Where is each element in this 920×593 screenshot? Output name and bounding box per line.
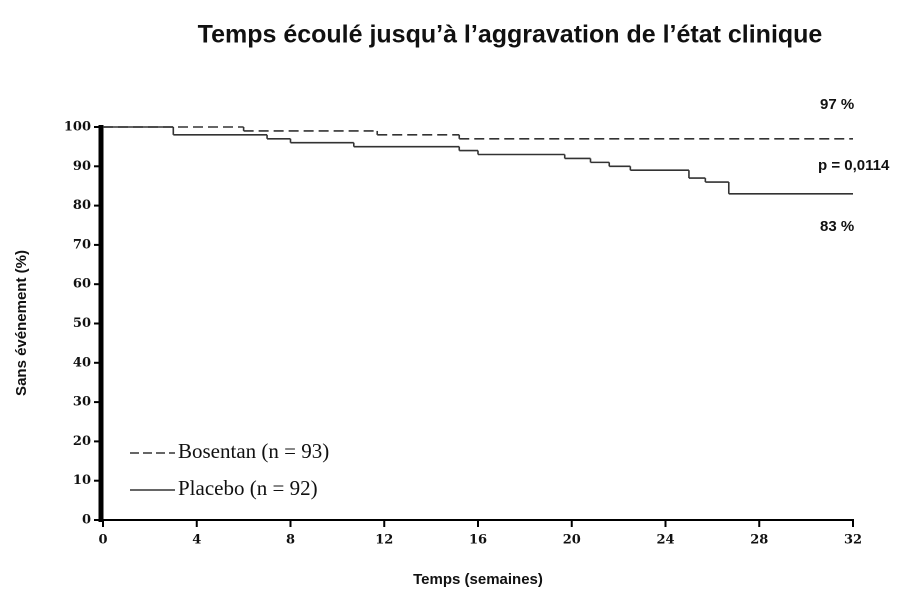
x-tick-label: 32: [844, 533, 862, 548]
x-tick-label: 12: [375, 533, 393, 548]
x-tick-label: 4: [192, 533, 201, 548]
annotation: p = 0,0114: [818, 157, 890, 174]
y-tick-label: 90: [73, 159, 91, 174]
x-tick-label: 24: [656, 533, 674, 548]
legend-label: Placebo (n = 92): [178, 476, 318, 500]
x-tick-label: 8: [286, 533, 295, 548]
x-tick-label: 0: [98, 533, 107, 548]
annotation: 97 %: [820, 96, 854, 113]
y-tick-label: 60: [73, 277, 91, 292]
y-tick-label: 40: [73, 355, 91, 370]
y-tick-label: 70: [73, 237, 91, 252]
y-tick-label: 50: [73, 316, 91, 331]
y-tick-label: 10: [73, 473, 91, 488]
chart-title: Temps écoulé jusqu’à l’aggravation de l’…: [198, 21, 823, 49]
y-tick-label: 0: [82, 513, 91, 528]
y-tick-label: 20: [73, 434, 91, 449]
annotation: 83 %: [820, 218, 854, 235]
x-tick-label: 16: [469, 533, 487, 548]
y-axis-label: Sans événement (%): [13, 250, 30, 396]
x-tick-label: 28: [750, 533, 768, 548]
x-axis-label: Temps (semaines): [413, 571, 543, 588]
x-tick-label: 20: [563, 533, 581, 548]
y-tick-label: 80: [73, 198, 91, 213]
y-tick-label: 100: [64, 120, 91, 135]
y-tick-label: 30: [73, 395, 91, 410]
legend-label: Bosentan (n = 93): [178, 439, 329, 463]
